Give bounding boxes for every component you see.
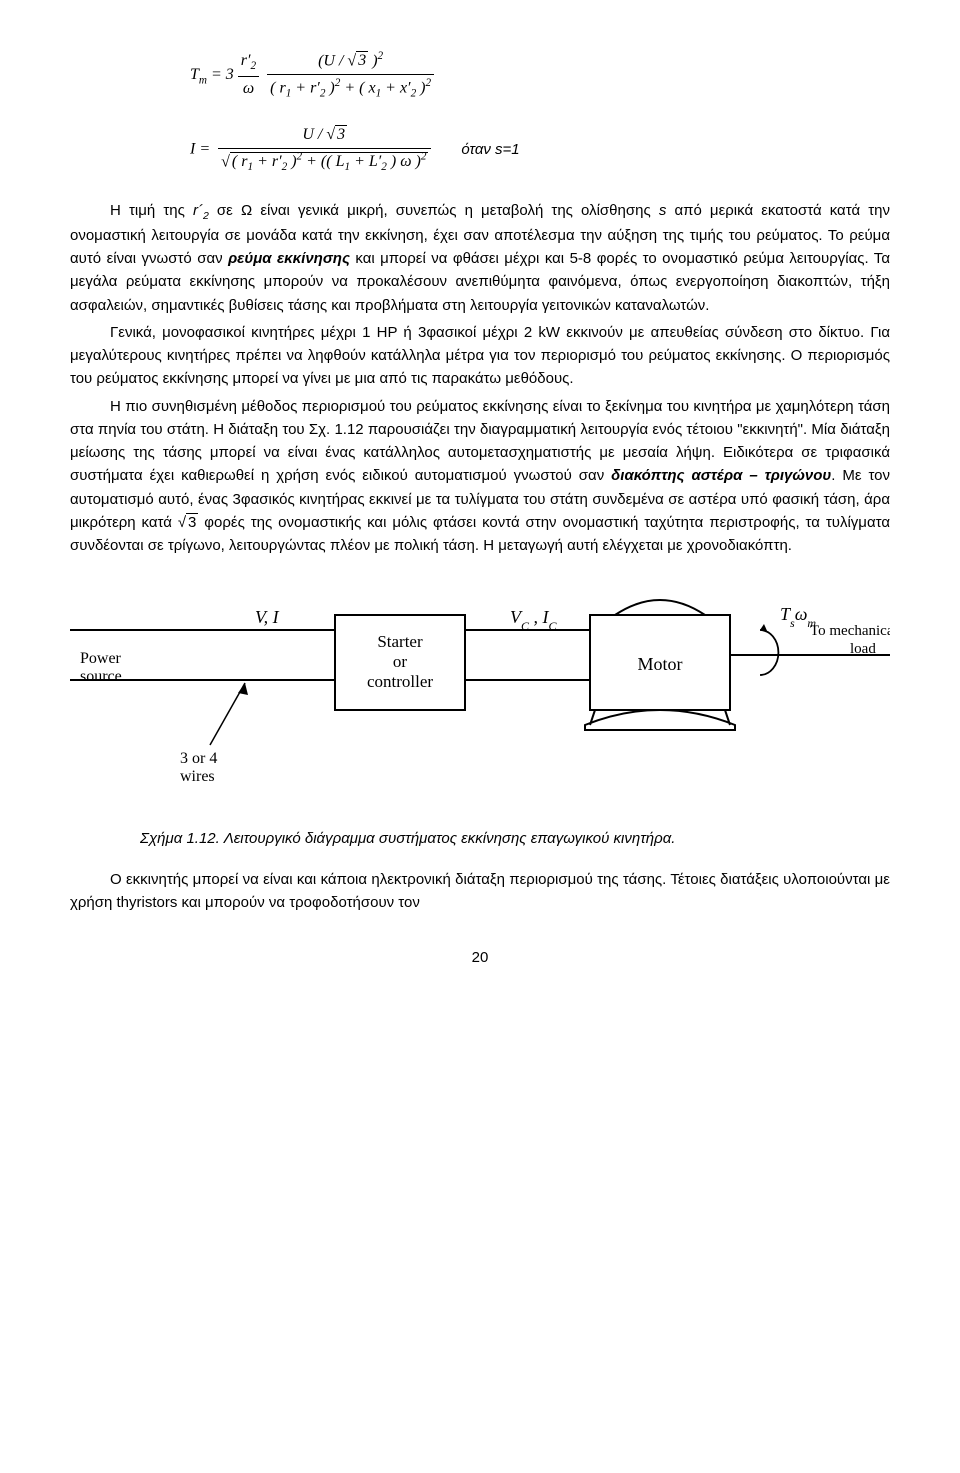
label-starter: Starterorcontroller [367,632,433,691]
paragraph-star-delta: Η πιο συνηθισμένη μέθοδος περιορισμού το… [70,395,890,558]
label-wires: 3 or 4wires [180,750,217,785]
formula-current: I = U / √3 √( r1 + r′2 )2 + (( L1 + L′2 … [190,123,890,177]
formula-torque-expr: Tm = 3 r′2 ω (U / √3 )2 ( r1 + r′2 )2 + … [190,48,434,103]
label-power-source: Powersource [80,650,122,685]
label-to-load: To mechanicalload [810,623,890,657]
label-vi: V, I [255,607,280,627]
diagram-svg: Powersource V, I 3 or 4wires Starterorco… [70,575,890,805]
figure-starting-system-diagram: Powersource V, I 3 or 4wires Starterorco… [70,575,890,812]
page-number: 20 [70,946,890,969]
figure-caption: Σχήμα 1.12. Λειτουργικό διάγραμμα συστήμ… [140,827,890,850]
paragraph-starting-current: Η τιμή της r´2 σε Ω είναι γενικά μικρή, … [70,199,890,317]
formula-current-condition: όταν s=1 [461,138,519,161]
paragraph-electronic-starter: Ο εκκινητής μπορεί να είναι και κάποια η… [70,868,890,915]
formula-current-expr: I = U / √3 √( r1 + r′2 )2 + (( L1 + L′2 … [190,123,431,177]
paragraph-direct-start: Γενικά, μονοφασικοί κινητήρες μέχρι 1 HP… [70,321,890,391]
label-motor: Motor [638,654,683,674]
formula-torque: Tm = 3 r′2 ω (U / √3 )2 ( r1 + r′2 )2 + … [190,48,890,103]
